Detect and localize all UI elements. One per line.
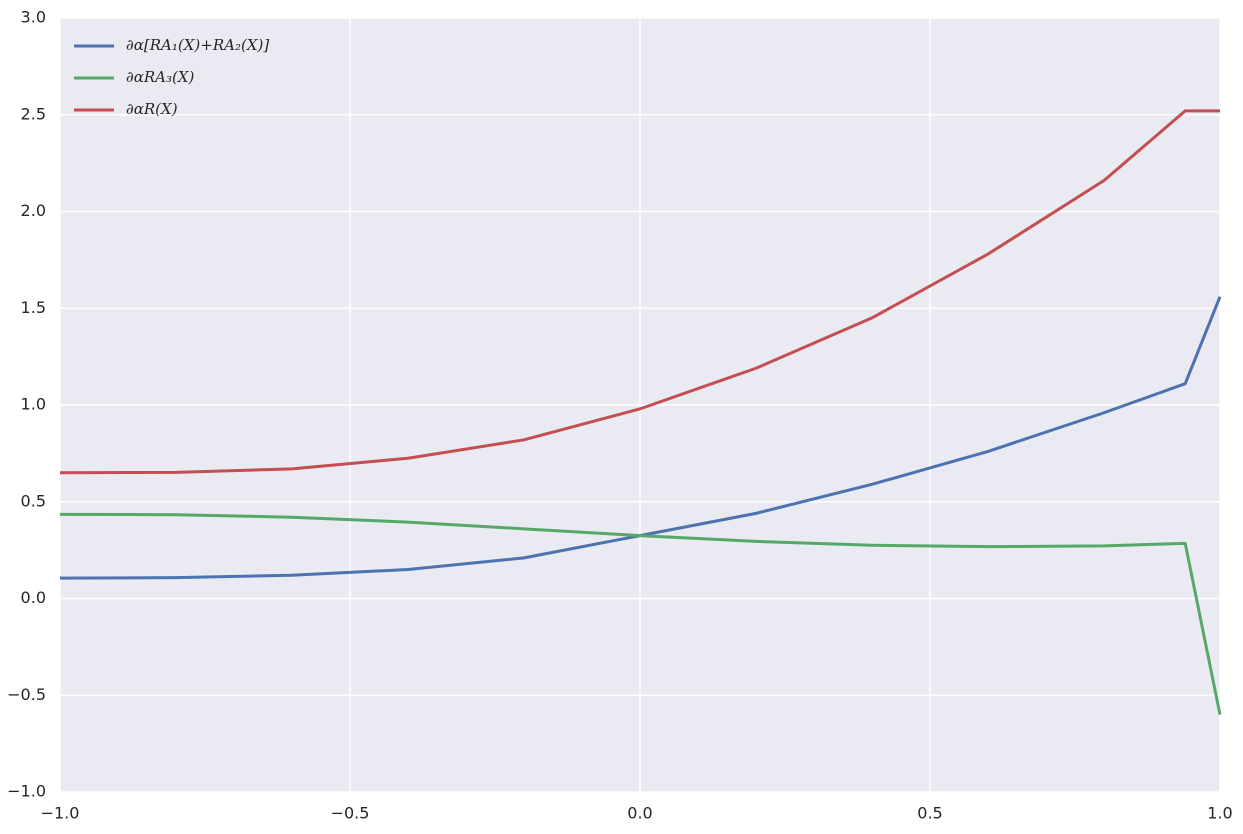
y-tick-label: 0.5 bbox=[21, 491, 46, 510]
x-tick-label: −0.5 bbox=[331, 804, 370, 823]
y-tick-label: 2.5 bbox=[21, 104, 46, 123]
y-tick-label: 1.0 bbox=[21, 395, 46, 414]
legend-label: ∂α[RA₁(X)+RA₂(X)] bbox=[126, 36, 269, 54]
y-tick-label: 1.5 bbox=[21, 298, 46, 317]
x-tick-label: −1.0 bbox=[41, 804, 80, 823]
line bbox=[59, 296, 1222, 580]
legend-label: ∂αRA₃(X) bbox=[126, 68, 195, 86]
x-tick-label: 0.0 bbox=[627, 804, 652, 823]
legend-label: ∂αR(X) bbox=[126, 100, 178, 118]
y-tick-label: 3.0 bbox=[21, 8, 46, 27]
line bbox=[59, 512, 1222, 715]
y-tick-label: −1.0 bbox=[7, 782, 46, 801]
x-tick-label: 1.0 bbox=[1207, 804, 1232, 823]
y-tick-label: −0.5 bbox=[7, 685, 46, 704]
y-tick-label: 0.0 bbox=[21, 588, 46, 607]
y-tick-label: 2.0 bbox=[21, 201, 46, 220]
line bbox=[59, 109, 1220, 475]
x-tick-label: 0.5 bbox=[917, 804, 942, 823]
